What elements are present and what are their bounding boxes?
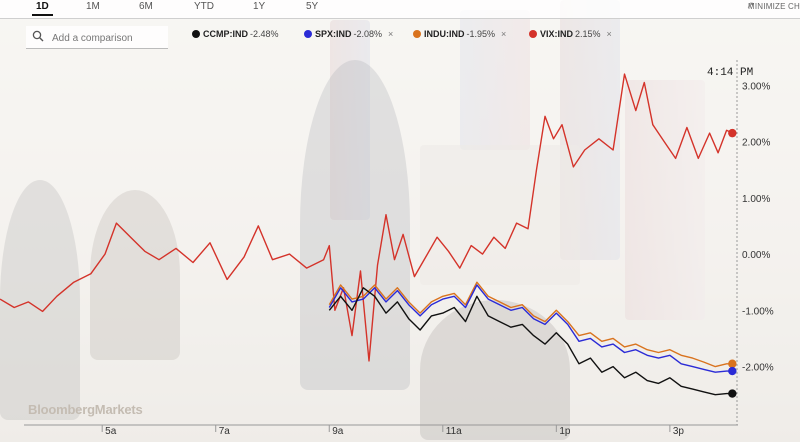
- x-tick-label: 11a: [446, 426, 462, 437]
- x-tick-label: 9a: [332, 426, 344, 437]
- legend-item-indu: INDU:IND -1.95% ×: [413, 29, 506, 39]
- series-dot-icon: [529, 30, 537, 38]
- series-dot-icon: [192, 30, 200, 38]
- series-dot-icon: [413, 30, 421, 38]
- series-end-marker-spx[interactable]: [728, 366, 737, 376]
- y-tick-label: 3.00%: [742, 81, 770, 92]
- y-tick-label: -2.00%: [742, 363, 774, 374]
- legend-item-spx: SPX:IND -2.08% ×: [304, 29, 393, 39]
- timeframe-tabs: 1D 1M 6M YTD 1Y 5Y ↗ MINIMIZE CH: [0, 0, 800, 19]
- series-line-ccmp: [328, 287, 733, 396]
- y-tick-label: -1.00%: [742, 306, 774, 317]
- y-tick-label: 1.00%: [742, 194, 770, 205]
- x-tick-label: 1p: [559, 426, 571, 437]
- x-tick-label: 7a: [219, 426, 231, 437]
- minimize-chart-button[interactable]: MINIMIZE CH: [748, 2, 800, 11]
- series-line-indu: [328, 281, 733, 368]
- legend-item-vix: VIX:IND 2.15% ×: [529, 29, 612, 39]
- series-end-marker-ccmp[interactable]: [728, 389, 737, 398]
- tab-1d[interactable]: 1D: [32, 1, 53, 16]
- remove-vix-icon[interactable]: ×: [606, 29, 612, 39]
- series-end-marker-indu[interactable]: [728, 359, 737, 368]
- comparison-input[interactable]: [50, 29, 166, 47]
- x-tick-label: 3p: [673, 426, 685, 437]
- series-line-vix: [0, 73, 733, 362]
- y-tick-label: 0.00%: [742, 250, 770, 261]
- tab-5y[interactable]: 5Y: [306, 1, 319, 12]
- legend-item-ccmp: CCMP:IND -2.48%: [192, 29, 279, 39]
- remove-spx-icon[interactable]: ×: [388, 29, 394, 39]
- search-icon: [32, 30, 44, 42]
- remove-indu-icon[interactable]: ×: [501, 29, 507, 39]
- tab-ytd[interactable]: YTD: [194, 1, 214, 12]
- series-end-marker-vix[interactable]: [728, 128, 737, 138]
- bloomberg-markets-watermark: BloombergMarkets: [28, 402, 143, 417]
- minimize-icon[interactable]: ↗: [746, 0, 754, 10]
- comparison-search: [26, 26, 168, 49]
- x-tick-label: 5a: [105, 426, 117, 437]
- current-time-label: 4:14 PM: [707, 67, 753, 79]
- tab-1m[interactable]: 1M: [86, 1, 100, 12]
- series-line-spx: [328, 284, 733, 373]
- y-tick-label: 2.00%: [742, 138, 770, 149]
- series-dot-icon: [304, 30, 312, 38]
- tab-6m[interactable]: 6M: [139, 1, 153, 12]
- tab-1y[interactable]: 1Y: [253, 1, 266, 12]
